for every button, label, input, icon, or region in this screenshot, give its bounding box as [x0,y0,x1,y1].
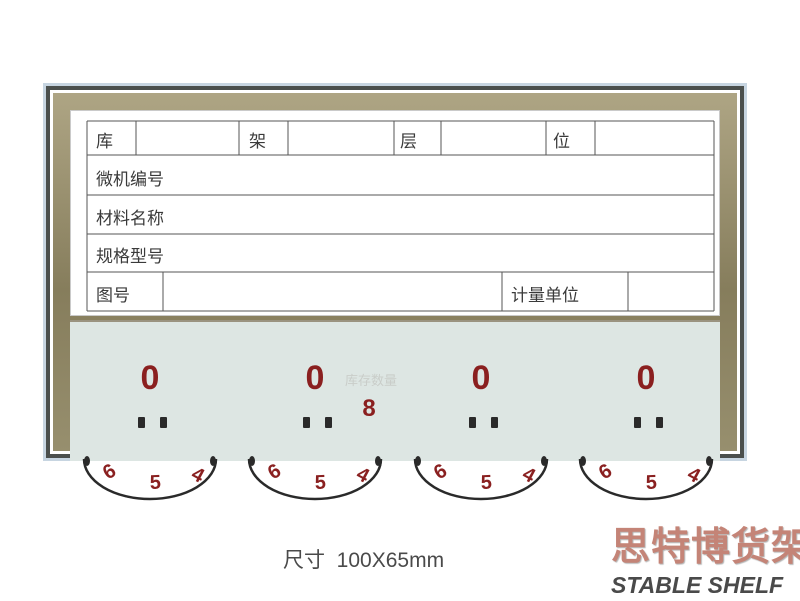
svg-text:5: 5 [314,472,326,494]
svg-text:5: 5 [645,472,657,494]
svg-text:5: 5 [149,472,161,494]
svg-text:5: 5 [480,472,492,494]
